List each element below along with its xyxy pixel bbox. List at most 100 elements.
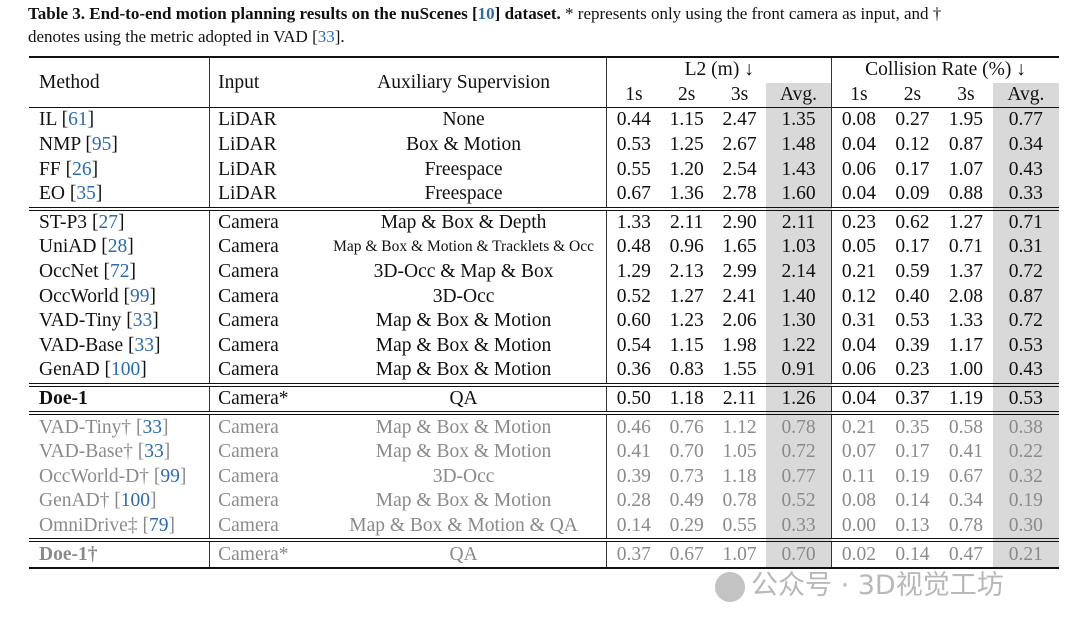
value-col-avg: 0.87 bbox=[992, 284, 1059, 309]
value-l2-avg: 2.14 bbox=[765, 259, 832, 285]
value-l2-avg: 1.30 bbox=[765, 308, 832, 334]
value-l2-1s: 0.46 bbox=[606, 411, 661, 440]
value-l2-3s: 1.65 bbox=[722, 236, 757, 258]
table-row: OccWorld [99] Camera 3D-Occ 0.52 1.27 2.41 1.4… bbox=[29, 284, 1059, 309]
method-cell: VAD-Tiny [33] bbox=[39, 310, 159, 332]
value-col-1s: 0.12 bbox=[831, 284, 886, 309]
method-cell: OmniDrive‡ [79] bbox=[39, 514, 175, 536]
value-col-2s: 0.53 bbox=[895, 310, 930, 332]
value-l2-3s: 2.78 bbox=[722, 183, 757, 205]
value-l2-3s: 1.98 bbox=[722, 334, 757, 356]
method-name: VAD-Base† bbox=[39, 441, 133, 463]
value-col-1s: 0.08 bbox=[831, 107, 886, 133]
results-table: Method Input Auxiliary Supervision L2 (m… bbox=[29, 56, 1059, 569]
value-col-1s: 0.00 bbox=[831, 513, 886, 541]
citation-link[interactable]: 95 bbox=[91, 134, 112, 156]
citation-link[interactable]: 79 bbox=[148, 514, 169, 536]
citation-link[interactable]: 33 bbox=[134, 334, 155, 356]
citation-link[interactable]: 27 bbox=[98, 211, 118, 233]
value-l2-1s: 0.44 bbox=[606, 107, 661, 133]
value-l2-avg: 0.52 bbox=[765, 489, 832, 514]
value-l2-1s: 0.60 bbox=[606, 308, 661, 334]
caption-citation-link[interactable]: 10 bbox=[477, 4, 495, 23]
citation-link[interactable]: 99 bbox=[130, 285, 150, 307]
value-col-2s: 0.27 bbox=[885, 107, 940, 133]
value-col-2s: 0.09 bbox=[895, 183, 930, 205]
value-l2-avg: 1.35 bbox=[765, 107, 832, 133]
value-l2-2s: 0.70 bbox=[669, 441, 704, 463]
citation-link[interactable]: 100 bbox=[111, 359, 141, 381]
table-caption: Table 3. End-to-end motion planning resu… bbox=[28, 2, 1058, 48]
citation-link[interactable]: 26 bbox=[72, 158, 92, 180]
value-col-3s: 1.27 bbox=[939, 206, 993, 236]
table-row: ST-P3 [27] Camera Map & Box & Depth 1.33 2.1… bbox=[29, 206, 1059, 236]
citation-link[interactable]: 100 bbox=[120, 490, 151, 512]
citation-link[interactable]: 33 bbox=[144, 441, 164, 463]
header-collision: Collision Rate (%) ↓ bbox=[831, 56, 1059, 83]
value-l2-2s: 0.67 bbox=[660, 538, 714, 569]
value-l2-3s: 1.12 bbox=[713, 411, 766, 440]
method-cell: IL [61] bbox=[29, 107, 210, 133]
table-row: FF [26] LiDAR Freespace 0.55 1.20 2.54 1.43 0.0… bbox=[29, 157, 1059, 182]
value-col-avg: 0.53 bbox=[992, 382, 1059, 414]
aux-supervision-cell: Map & Box & Motion & Tracklets & Occ bbox=[333, 238, 595, 256]
value-l2-3s: 2.67 bbox=[722, 134, 757, 156]
citation-link[interactable]: 33 bbox=[142, 416, 163, 438]
input-cell: Camera bbox=[209, 439, 321, 465]
aux-supervision-cell: Map & Box & Motion bbox=[375, 310, 552, 332]
value-l2-1s: 0.48 bbox=[606, 235, 661, 260]
value-l2-2s: 2.13 bbox=[669, 261, 704, 283]
value-col-avg: 0.31 bbox=[992, 235, 1059, 260]
aux-supervision-cell: Freespace bbox=[424, 183, 503, 205]
method-cell: NMP [95] bbox=[39, 134, 118, 156]
value-l2-3s: 1.05 bbox=[722, 441, 757, 463]
value-l2-avg: 0.78 bbox=[765, 411, 832, 440]
value-col-1s: 0.21 bbox=[831, 259, 886, 285]
value-l2-1s: 0.39 bbox=[606, 464, 661, 490]
value-col-avg: 0.21 bbox=[992, 538, 1059, 569]
table-row: VAD-Tiny† [33] Camera Map & Box & Motion 0.… bbox=[29, 411, 1059, 440]
value-col-1s: 0.04 bbox=[831, 181, 886, 209]
header-row-2: 1s 2s 3s Avg. 1s 2s 3s Avg. bbox=[29, 82, 1059, 108]
value-l2-2s: 1.27 bbox=[669, 285, 704, 307]
caption-title-pre: End-to-end motion planning results on th… bbox=[89, 4, 478, 23]
citation-link[interactable]: 72 bbox=[109, 261, 130, 283]
citation-link[interactable]: 28 bbox=[107, 236, 128, 258]
citation-link[interactable]: 61 bbox=[68, 109, 88, 131]
value-l2-avg: 0.91 bbox=[765, 358, 832, 385]
value-col-avg: 0.34 bbox=[992, 132, 1059, 158]
method-cell: GenAD† [100] bbox=[39, 490, 157, 512]
citation-link[interactable]: 33 bbox=[132, 310, 153, 332]
value-col-3s: 0.87 bbox=[948, 134, 983, 156]
value-col-avg: 0.72 bbox=[992, 259, 1059, 285]
value-l2-avg: 2.11 bbox=[765, 206, 832, 236]
value-col-3s: 1.00 bbox=[948, 359, 983, 381]
value-l2-3s: 0.78 bbox=[722, 490, 757, 512]
header-l2-avg: Avg. bbox=[765, 82, 832, 108]
value-col-2s: 0.17 bbox=[895, 236, 930, 258]
value-col-avg: 0.77 bbox=[992, 107, 1059, 133]
value-l2-3s: 2.54 bbox=[722, 158, 757, 180]
method-name: Doe-1 bbox=[39, 388, 88, 410]
aux-supervision-cell: 3D-Occ bbox=[432, 465, 495, 487]
method-cell: VAD-Base [33] bbox=[39, 334, 161, 356]
value-col-2s: 0.62 bbox=[885, 206, 940, 236]
caption-citation-link[interactable]: 33 bbox=[317, 27, 335, 46]
method-name: Doe-1† bbox=[39, 543, 98, 565]
input-cell: LiDAR bbox=[209, 181, 321, 209]
value-col-avg: 0.38 bbox=[992, 411, 1059, 440]
citation-link[interactable]: 35 bbox=[76, 183, 96, 205]
value-l2-2s: 0.96 bbox=[669, 236, 704, 258]
value-col-1s: 0.04 bbox=[831, 382, 886, 414]
aux-supervision-cell: QA bbox=[320, 382, 607, 414]
value-l2-avg: 1.22 bbox=[765, 333, 832, 359]
value-col-1s: 0.31 bbox=[831, 308, 886, 334]
value-col-avg: 0.22 bbox=[992, 439, 1059, 465]
value-col-3s: 0.58 bbox=[939, 411, 993, 440]
value-col-avg: 0.43 bbox=[992, 157, 1059, 182]
input-cell: Camera bbox=[209, 489, 321, 514]
table-row: VAD-Tiny [33] Camera Map & Box & Motion 0.6… bbox=[29, 308, 1059, 334]
citation-link[interactable]: 99 bbox=[160, 465, 180, 487]
value-l2-1s: 0.67 bbox=[606, 181, 661, 209]
method-cell: FF [26] bbox=[39, 158, 99, 180]
